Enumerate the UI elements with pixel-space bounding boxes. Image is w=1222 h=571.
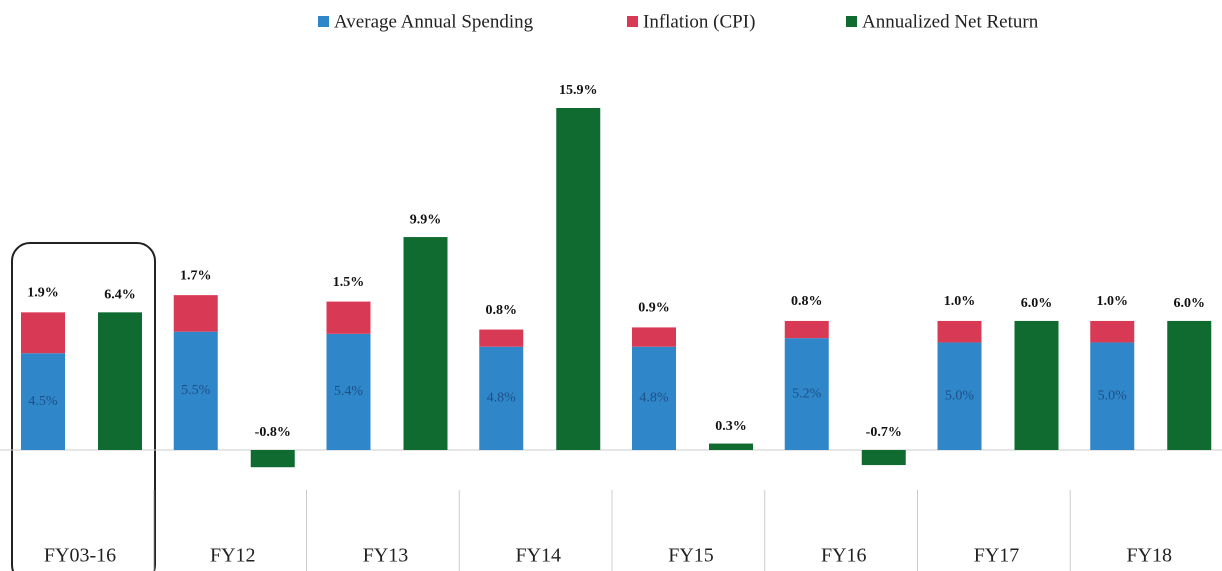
bar <box>632 346 676 450</box>
bar <box>861 450 906 466</box>
highlight-box <box>11 242 156 571</box>
value-label: 1.7% <box>180 268 212 283</box>
value-label: 4.5% <box>28 394 58 409</box>
value-label: 9.9% <box>410 212 442 227</box>
bar <box>21 353 65 450</box>
value-label: 5.2% <box>792 386 822 401</box>
value-label: 5.0% <box>1098 388 1128 403</box>
bar <box>937 320 982 343</box>
bar <box>173 295 218 332</box>
x-tick-label: FY14 <box>515 545 561 567</box>
bar <box>1090 342 1135 450</box>
bar <box>326 333 371 450</box>
value-label: 0.3% <box>715 419 747 434</box>
bar <box>1014 320 1059 450</box>
bar <box>403 237 448 450</box>
value-label: 6.4% <box>104 288 136 303</box>
bar <box>479 329 524 347</box>
value-label: 5.4% <box>334 384 364 399</box>
value-label: 1.5% <box>333 275 365 290</box>
legend-label: Average Annual Spending <box>334 11 534 32</box>
value-label: -0.7% <box>866 425 902 440</box>
bar <box>556 108 601 450</box>
bar <box>1090 320 1135 343</box>
x-tick-label: FY03-16 <box>44 545 116 567</box>
bar <box>784 320 829 339</box>
legend-swatch <box>627 16 638 27</box>
x-tick-label: FY16 <box>821 545 867 567</box>
legend-swatch <box>846 16 857 27</box>
value-label: 1.0% <box>944 294 976 309</box>
bar <box>709 443 753 450</box>
x-tick-label: FY18 <box>1126 545 1172 567</box>
value-label: 15.9% <box>559 83 598 98</box>
value-label: 5.0% <box>945 388 975 403</box>
legend-label: Inflation (CPI) <box>643 11 755 32</box>
bar <box>98 312 142 450</box>
bar <box>937 342 982 450</box>
legend-swatch <box>318 16 329 27</box>
bar <box>479 346 524 450</box>
value-label: 0.8% <box>791 294 823 309</box>
bar <box>326 301 371 334</box>
bar <box>250 450 295 468</box>
bar <box>784 338 829 450</box>
value-label: 4.8% <box>487 391 517 406</box>
value-label: 6.0% <box>1021 296 1053 311</box>
value-label: 1.9% <box>27 286 59 301</box>
bar <box>21 312 65 354</box>
bar <box>1167 320 1212 450</box>
value-label: 0.8% <box>486 303 518 318</box>
legend-label: Annualized Net Return <box>862 11 1039 32</box>
value-label: 5.5% <box>181 383 211 398</box>
x-tick-label: FY17 <box>974 545 1020 567</box>
bar <box>632 327 676 347</box>
value-label: -0.8% <box>255 425 291 440</box>
x-tick-label: FY12 <box>210 545 256 567</box>
value-label: 6.0% <box>1174 296 1206 311</box>
bar <box>173 331 218 450</box>
x-tick-label: FY13 <box>363 545 409 567</box>
value-label: 0.9% <box>638 301 670 316</box>
value-label: 1.0% <box>1097 294 1129 309</box>
value-label: 4.8% <box>639 391 669 406</box>
x-tick-label: FY15 <box>668 545 714 567</box>
